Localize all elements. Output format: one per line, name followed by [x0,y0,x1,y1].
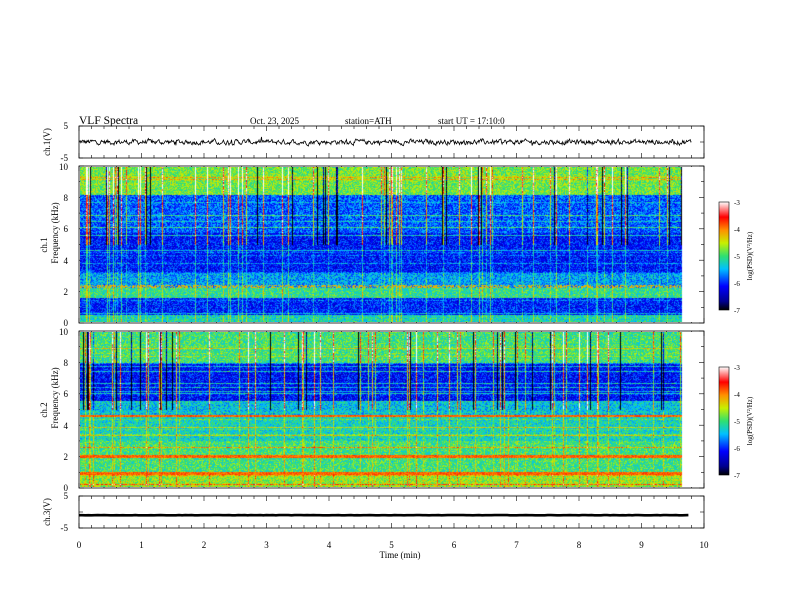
ch1-spec-ytick-8: 8 [64,193,69,203]
ch3-wave-ytick-top: 5 [64,491,69,501]
ch1-spec-ytick-0: 0 [64,318,69,328]
station-label: station=ATH [345,116,392,126]
ch2-spec-yticks: 0 2 4 6 8 10 [59,327,69,493]
xtick-3: 3 [264,540,269,550]
ch2-spec-ytick-4: 4 [64,421,69,431]
ch2-spec-ytick-0: 0 [64,483,69,493]
xtick-9: 9 [639,540,644,550]
figure-title: VLF Spectra [79,115,138,127]
ch2-spec-ytick-8: 8 [64,358,69,368]
xtick-4: 4 [327,540,332,550]
xtick-1: 1 [139,540,144,550]
ch2-cbar-tick-m6: -6 [734,445,740,453]
xtick-0: 0 [77,540,82,550]
ch2-cbar-tick-m5: -5 [734,418,740,426]
ch1-cbar-tick-m7: -7 [734,307,740,315]
x-axis-label: Time (min) [380,550,421,560]
ch1-spec-ylabel-channel: ch.1 [39,237,49,252]
ch2-spec-ytick-6: 6 [64,389,69,399]
ch1-colorbar-label: log(PSD)(V²/Hz) [746,231,754,280]
ch2-cbar-tick-m7: -7 [734,472,740,480]
ch1-spec-yticks: 0 2 4 6 8 10 [59,162,69,328]
ch1-wave-ytick-top: 5 [64,121,69,131]
ch2-spec-ytick-2: 2 [64,452,69,462]
ch1-spectrogram-heatmap [80,167,692,322]
ch1-colorbar [718,201,730,311]
ch1-spec-ytick-2: 2 [64,287,69,297]
ch1-colorbar-ticklabels: -3 -4 -5 -6 -7 [734,199,740,315]
ch1-cbar-tick-m5: -5 [734,253,740,261]
ch1-cbar-tick-m4: -4 [734,226,740,234]
xtick-6: 6 [452,540,457,550]
ch3-wave-ytick-bottom: -5 [61,523,69,533]
ch2-colorbar-ticklabels: -3 -4 -5 -6 -7 [734,364,740,480]
ch1-spec-ytick-10: 10 [59,162,69,172]
xtick-8: 8 [577,540,582,550]
ch1-spec-ytick-6: 6 [64,224,69,234]
ch1-cbar-tick-m3: -3 [734,199,740,207]
ch1-spec-ylabel-frequency: Frequency (kHz) [50,202,60,263]
x-axis-ticklabels: 0 1 2 3 4 5 6 7 8 9 10 [77,540,709,550]
ch2-colorbar [718,366,730,476]
ch2-spec-ytick-10: 10 [59,327,69,337]
ch2-spec-ylabel-channel: ch.2 [39,402,49,417]
ch1-waveform-trace [78,136,692,147]
start-time-label: start UT = 17:10:0 [438,116,505,126]
ch2-spec-ylabel-frequency: Frequency (kHz) [50,367,60,428]
ch1-cbar-tick-m6: -6 [734,280,740,288]
ch1-wave-ylabel: ch.1(V) [42,128,52,156]
ch1-wave-ytick-bottom: -5 [61,153,69,163]
xtick-7: 7 [514,540,519,550]
date-label: Oct. 23, 2025 [250,116,299,126]
xtick-5: 5 [389,540,394,550]
ch1-spec-ytick-4: 4 [64,256,69,266]
ch2-cbar-tick-m3: -3 [734,364,740,372]
xtick-2: 2 [202,540,207,550]
ch2-spectrogram-heatmap [80,332,692,487]
ch2-colorbar-label: log(PSD)(V²/Hz) [746,396,754,445]
xtick-10: 10 [700,540,710,550]
ch3-wave-ylabel: ch.3(V) [42,498,52,526]
ch2-cbar-tick-m4: -4 [734,391,740,399]
